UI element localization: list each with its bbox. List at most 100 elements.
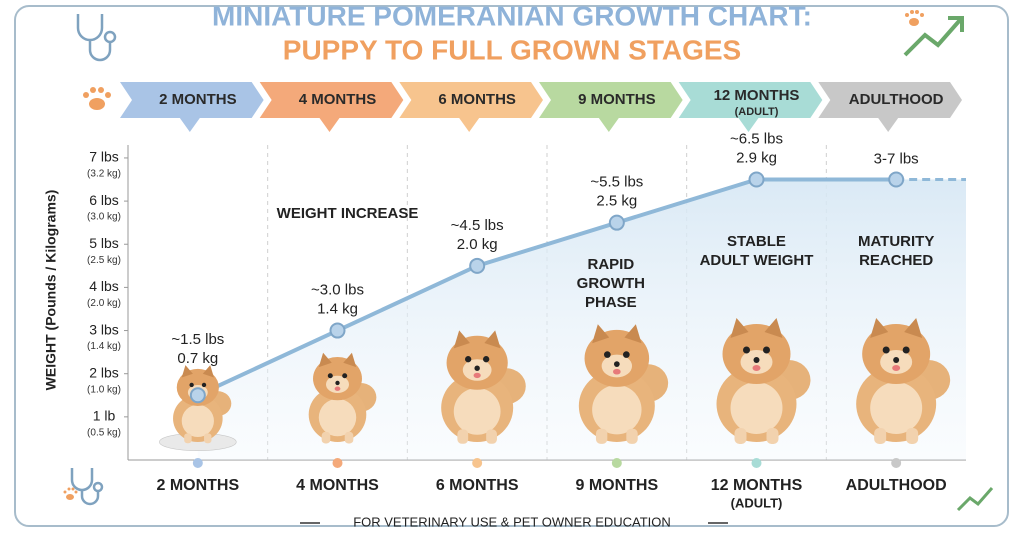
puppy-illustration [578,324,669,444]
kg-label: 1.4 kg [317,301,358,318]
puppy-ear [624,324,642,344]
puppy-chest [870,382,923,434]
stage-banner [678,82,823,132]
puppy-ear [343,352,357,368]
stage-label: 4 MONTHS [299,91,377,108]
puppy-ear [730,318,749,338]
growth-arrow-icon [903,16,964,57]
annotation: REACHED [859,252,933,269]
puppy-illustration [308,352,377,444]
stage-banner [120,82,264,132]
stethoscope-icon [70,468,104,506]
x-tick-sublabel: (ADULT) [731,495,783,510]
puppy-leg [486,429,497,444]
value-label: ~3.0 lbs [311,282,364,299]
puppy-leg [874,428,887,444]
puppy-ear [904,318,923,338]
annotation: ADULT WEIGHT [700,252,814,269]
puppy-tongue [473,372,481,379]
annotation: PHASE [585,294,637,311]
puppy-leg [734,428,747,444]
puppy-nose [613,361,620,367]
stage-sublabel: (ADULT) [735,106,779,118]
value-label: ~5.5 lbs [590,174,643,191]
puppy-eye [604,351,611,358]
y-tick-sublabel: (1.4 kg) [87,341,121,352]
puppy-leg [457,429,469,444]
puppy-eye [465,356,472,363]
x-tick-label: 2 MONTHS [156,477,239,494]
stage-label: 9 MONTHS [578,91,656,108]
annotation: GROWTH [577,275,645,292]
puppy-ear [318,352,332,368]
puppy-chest [181,404,214,438]
y-tick-sublabel: (2.5 kg) [87,255,121,266]
puppy-leg [321,431,331,444]
stage-label: 2 MONTHS [159,91,237,108]
growth-arrow-icon [956,487,994,512]
puppy-chest [592,385,642,435]
paw-icon [63,487,78,500]
puppy-ear [764,318,783,338]
y-tick-sublabel: (1.0 kg) [87,384,121,395]
puppy-eye [342,373,348,379]
y-axis-label: WEIGHT (Pounds / Kilograms) [43,190,59,391]
value-label: ~1.5 lbs [171,331,224,348]
y-tick-sublabel: (2.0 kg) [87,298,121,309]
data-point [888,171,905,188]
puppy-ear [870,318,889,338]
growth-line [196,177,897,398]
stage-label: ADULTHOOD [849,91,944,108]
puppy-leg [906,428,919,444]
puppy-leg [626,428,638,444]
footer: FOR VETERINARY USE & PET OWNER EDUCATION [353,514,671,529]
puppy-leg [595,428,608,444]
puppy-eye [483,356,490,363]
stage-banner [399,82,543,132]
adult-range-label: 3-7 lbs [874,150,919,167]
y-tick-sublabel: (3.0 kg) [87,212,121,223]
x-axis-dot [891,458,902,468]
annotation: RAPID [587,256,634,273]
puppy-leg [204,433,212,444]
stethoscope-icon [76,14,117,62]
x-axis-dot [611,458,622,468]
y-tick-label: 2 lbs [89,364,119,380]
stage-banner [259,82,404,132]
kg-label: 2.9 kg [736,149,777,166]
puppy-chest [453,388,501,435]
data-point [189,387,206,404]
x-axis-dot [751,458,762,468]
puppy-eye [743,346,750,354]
y-tick-label: 7 lbs [89,149,119,165]
puppy-eye [882,346,890,354]
annotation: WEIGHT INCREASE [277,205,419,222]
stage-banner [539,82,683,132]
puppy-eye [902,346,910,354]
puppy-tongue [752,365,761,371]
puppy-leg [766,428,779,444]
puppy-ear [592,324,610,344]
stage-banner [818,82,962,132]
x-tick-label: ADULTHOOD [846,477,947,494]
y-tick-sublabel: (0.5 kg) [87,427,121,438]
chart-title: MINIATURE POMERANIAN GROWTH CHART: [212,0,812,31]
puppy-tongue [892,365,901,371]
data-point [748,171,765,188]
puppy-leg [184,433,192,444]
x-tick-label: 4 MONTHS [296,477,379,494]
puppy-nose [474,365,480,371]
y-tick-label: 6 lbs [89,192,119,208]
y-tick-sublabel: (3.2 kg) [87,169,121,180]
stage-label: 6 MONTHS [438,91,516,108]
puppy-eye [763,346,770,354]
puppy-nose [335,380,340,386]
paw-icon [83,87,111,110]
x-tick-label: 12 MONTHS [711,477,803,494]
y-tick-label: 1 lb [93,408,116,424]
data-point [608,214,625,231]
value-label: ~4.5 lbs [451,217,504,234]
data-point [329,322,346,339]
annotation: STABLE [727,233,786,250]
